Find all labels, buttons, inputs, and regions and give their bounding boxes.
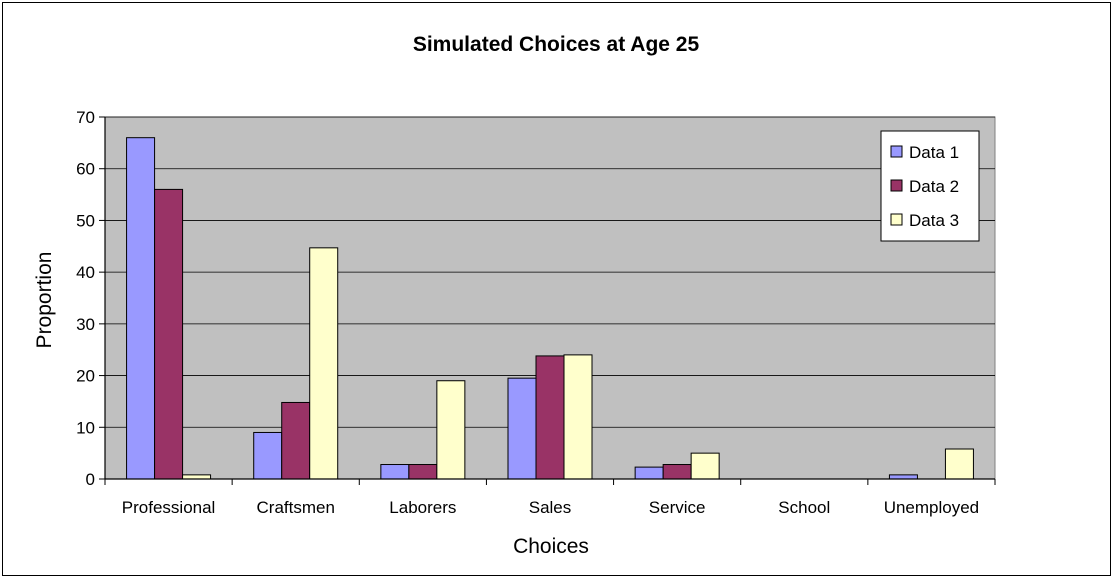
bar-data-1-professional bbox=[126, 137, 156, 480]
bar-data-3-unemployed bbox=[944, 448, 974, 480]
bar-data-3-laborers bbox=[436, 380, 466, 480]
bar-data-3-service bbox=[690, 452, 720, 480]
x-category-label: Service bbox=[649, 498, 706, 517]
bar-data-2-laborers bbox=[408, 464, 438, 480]
y-tick-label: 20 bbox=[76, 367, 95, 386]
legend-swatch bbox=[890, 145, 903, 158]
legend-label: Data 2 bbox=[909, 177, 959, 196]
bar-data-3-professional bbox=[182, 474, 212, 480]
y-tick-label: 10 bbox=[76, 418, 95, 437]
y-tick-label: 60 bbox=[76, 160, 95, 179]
y-axis-ticks: 0 10 20 30 40 50 60 70 bbox=[76, 108, 105, 489]
bar-data-1-craftsmen bbox=[253, 431, 283, 480]
y-axis-title: Proportion bbox=[33, 252, 56, 349]
y-tick-label: 30 bbox=[76, 315, 95, 334]
x-category-label: Unemployed bbox=[884, 498, 979, 517]
legend-swatch bbox=[890, 213, 903, 226]
legend-swatch bbox=[890, 179, 903, 192]
bar-data-2-craftsmen bbox=[281, 401, 311, 480]
y-tick-label: 50 bbox=[76, 211, 95, 230]
legend-label: Data 1 bbox=[909, 143, 959, 162]
x-axis-title: Choices bbox=[513, 535, 589, 558]
bar-data-1-sales bbox=[507, 377, 537, 480]
x-category-label: Craftsmen bbox=[257, 498, 335, 517]
bar-data-2-service bbox=[662, 464, 692, 480]
plot-area: 0 10 20 30 40 50 60 70 Professional Craftsmen Lab… bbox=[76, 108, 996, 517]
chart-title: Simulated Choices at Age 25 bbox=[413, 33, 700, 56]
gridlines bbox=[105, 116, 995, 428]
bar-data-3-sales bbox=[563, 354, 593, 480]
x-axis-labels: Professional Craftsmen Laborers Sales Servic… bbox=[104, 479, 996, 517]
bar-data-2-professional bbox=[154, 188, 184, 480]
bar-data-2-sales bbox=[535, 355, 565, 480]
x-category-label: Sales bbox=[529, 498, 572, 517]
x-category-label: School bbox=[778, 498, 830, 517]
axes bbox=[104, 117, 995, 480]
bar-chart: Simulated Choices at Age 25 Proportion C… bbox=[33, 33, 996, 558]
bar-data-1-laborers bbox=[380, 464, 410, 480]
bar-data-1-service bbox=[634, 466, 664, 480]
bar-data-3-craftsmen bbox=[309, 247, 339, 480]
legend: Data 1 Data 2 Data 3 bbox=[880, 130, 980, 242]
bar-data-1-unemployed bbox=[888, 474, 918, 480]
y-tick-label: 40 bbox=[76, 263, 95, 282]
y-tick-label: 0 bbox=[86, 470, 95, 489]
legend-label: Data 3 bbox=[909, 211, 959, 230]
y-tick-label: 70 bbox=[76, 108, 95, 127]
x-category-label: Professional bbox=[122, 498, 216, 517]
bars bbox=[126, 137, 974, 480]
x-category-label: Laborers bbox=[389, 498, 456, 517]
